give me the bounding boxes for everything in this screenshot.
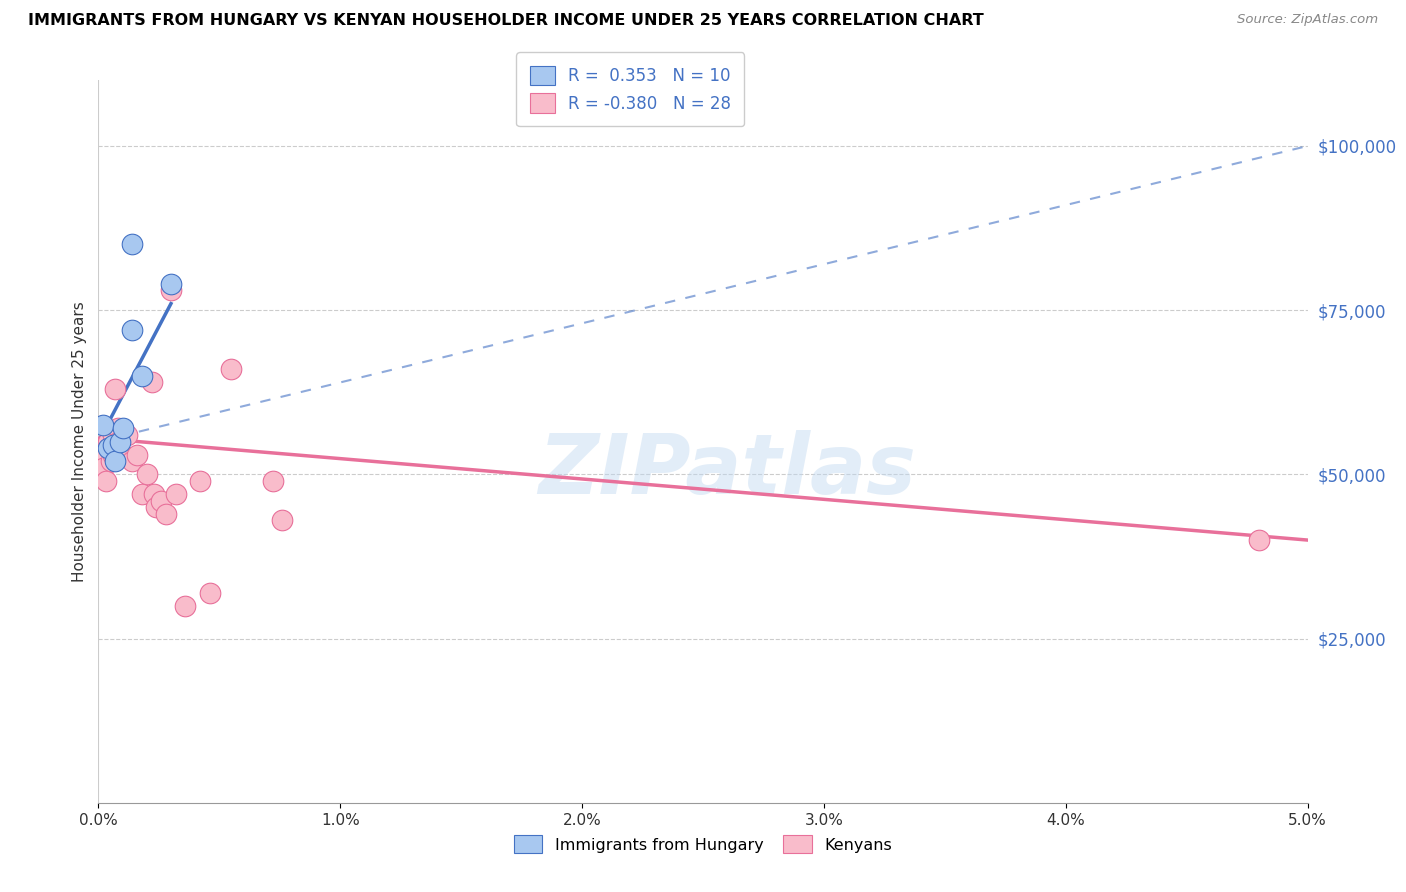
Text: Source: ZipAtlas.com: Source: ZipAtlas.com [1237,13,1378,27]
Point [90,448,112,462]
Point [100,454,122,468]
Point [104,454,127,468]
Point [104,382,127,396]
Point [198,585,221,599]
Legend: Immigrants from Hungary, Kenyans: Immigrants from Hungary, Kenyans [508,829,898,860]
Point [271,513,294,527]
Point [143,487,166,501]
Point [101,448,124,462]
Point [107,421,129,435]
Point [101,438,124,452]
Point [150,493,173,508]
Point [131,368,153,383]
Text: IMMIGRANTS FROM HUNGARY VS KENYAN HOUSEHOLDER INCOME UNDER 25 YEARS CORRELATION : IMMIGRANTS FROM HUNGARY VS KENYAN HOUSEH… [28,13,984,29]
Point [121,237,143,252]
Point [91,418,114,433]
Point [145,500,167,515]
Point [121,454,143,468]
Point [97,434,120,449]
Point [221,362,243,376]
Y-axis label: Householder Income Under 25 years: Householder Income Under 25 years [72,301,87,582]
Point [174,599,197,613]
Point [111,448,134,462]
Point [121,323,143,337]
Point [141,376,163,390]
Point [100,441,122,455]
Point [131,487,153,501]
Point [188,474,211,488]
Point [94,474,117,488]
Point [101,428,124,442]
Text: ZIPatlas: ZIPatlas [538,430,917,511]
Point [155,507,177,521]
Point [111,421,134,435]
Point [1249,533,1271,547]
Point [108,434,131,449]
Point [165,487,187,501]
Point [135,467,157,482]
Point [127,448,149,462]
Point [97,441,120,455]
Point [160,284,183,298]
Point [91,460,114,475]
Point [262,474,284,488]
Point [160,277,183,291]
Point [117,428,139,442]
Point [107,434,129,449]
